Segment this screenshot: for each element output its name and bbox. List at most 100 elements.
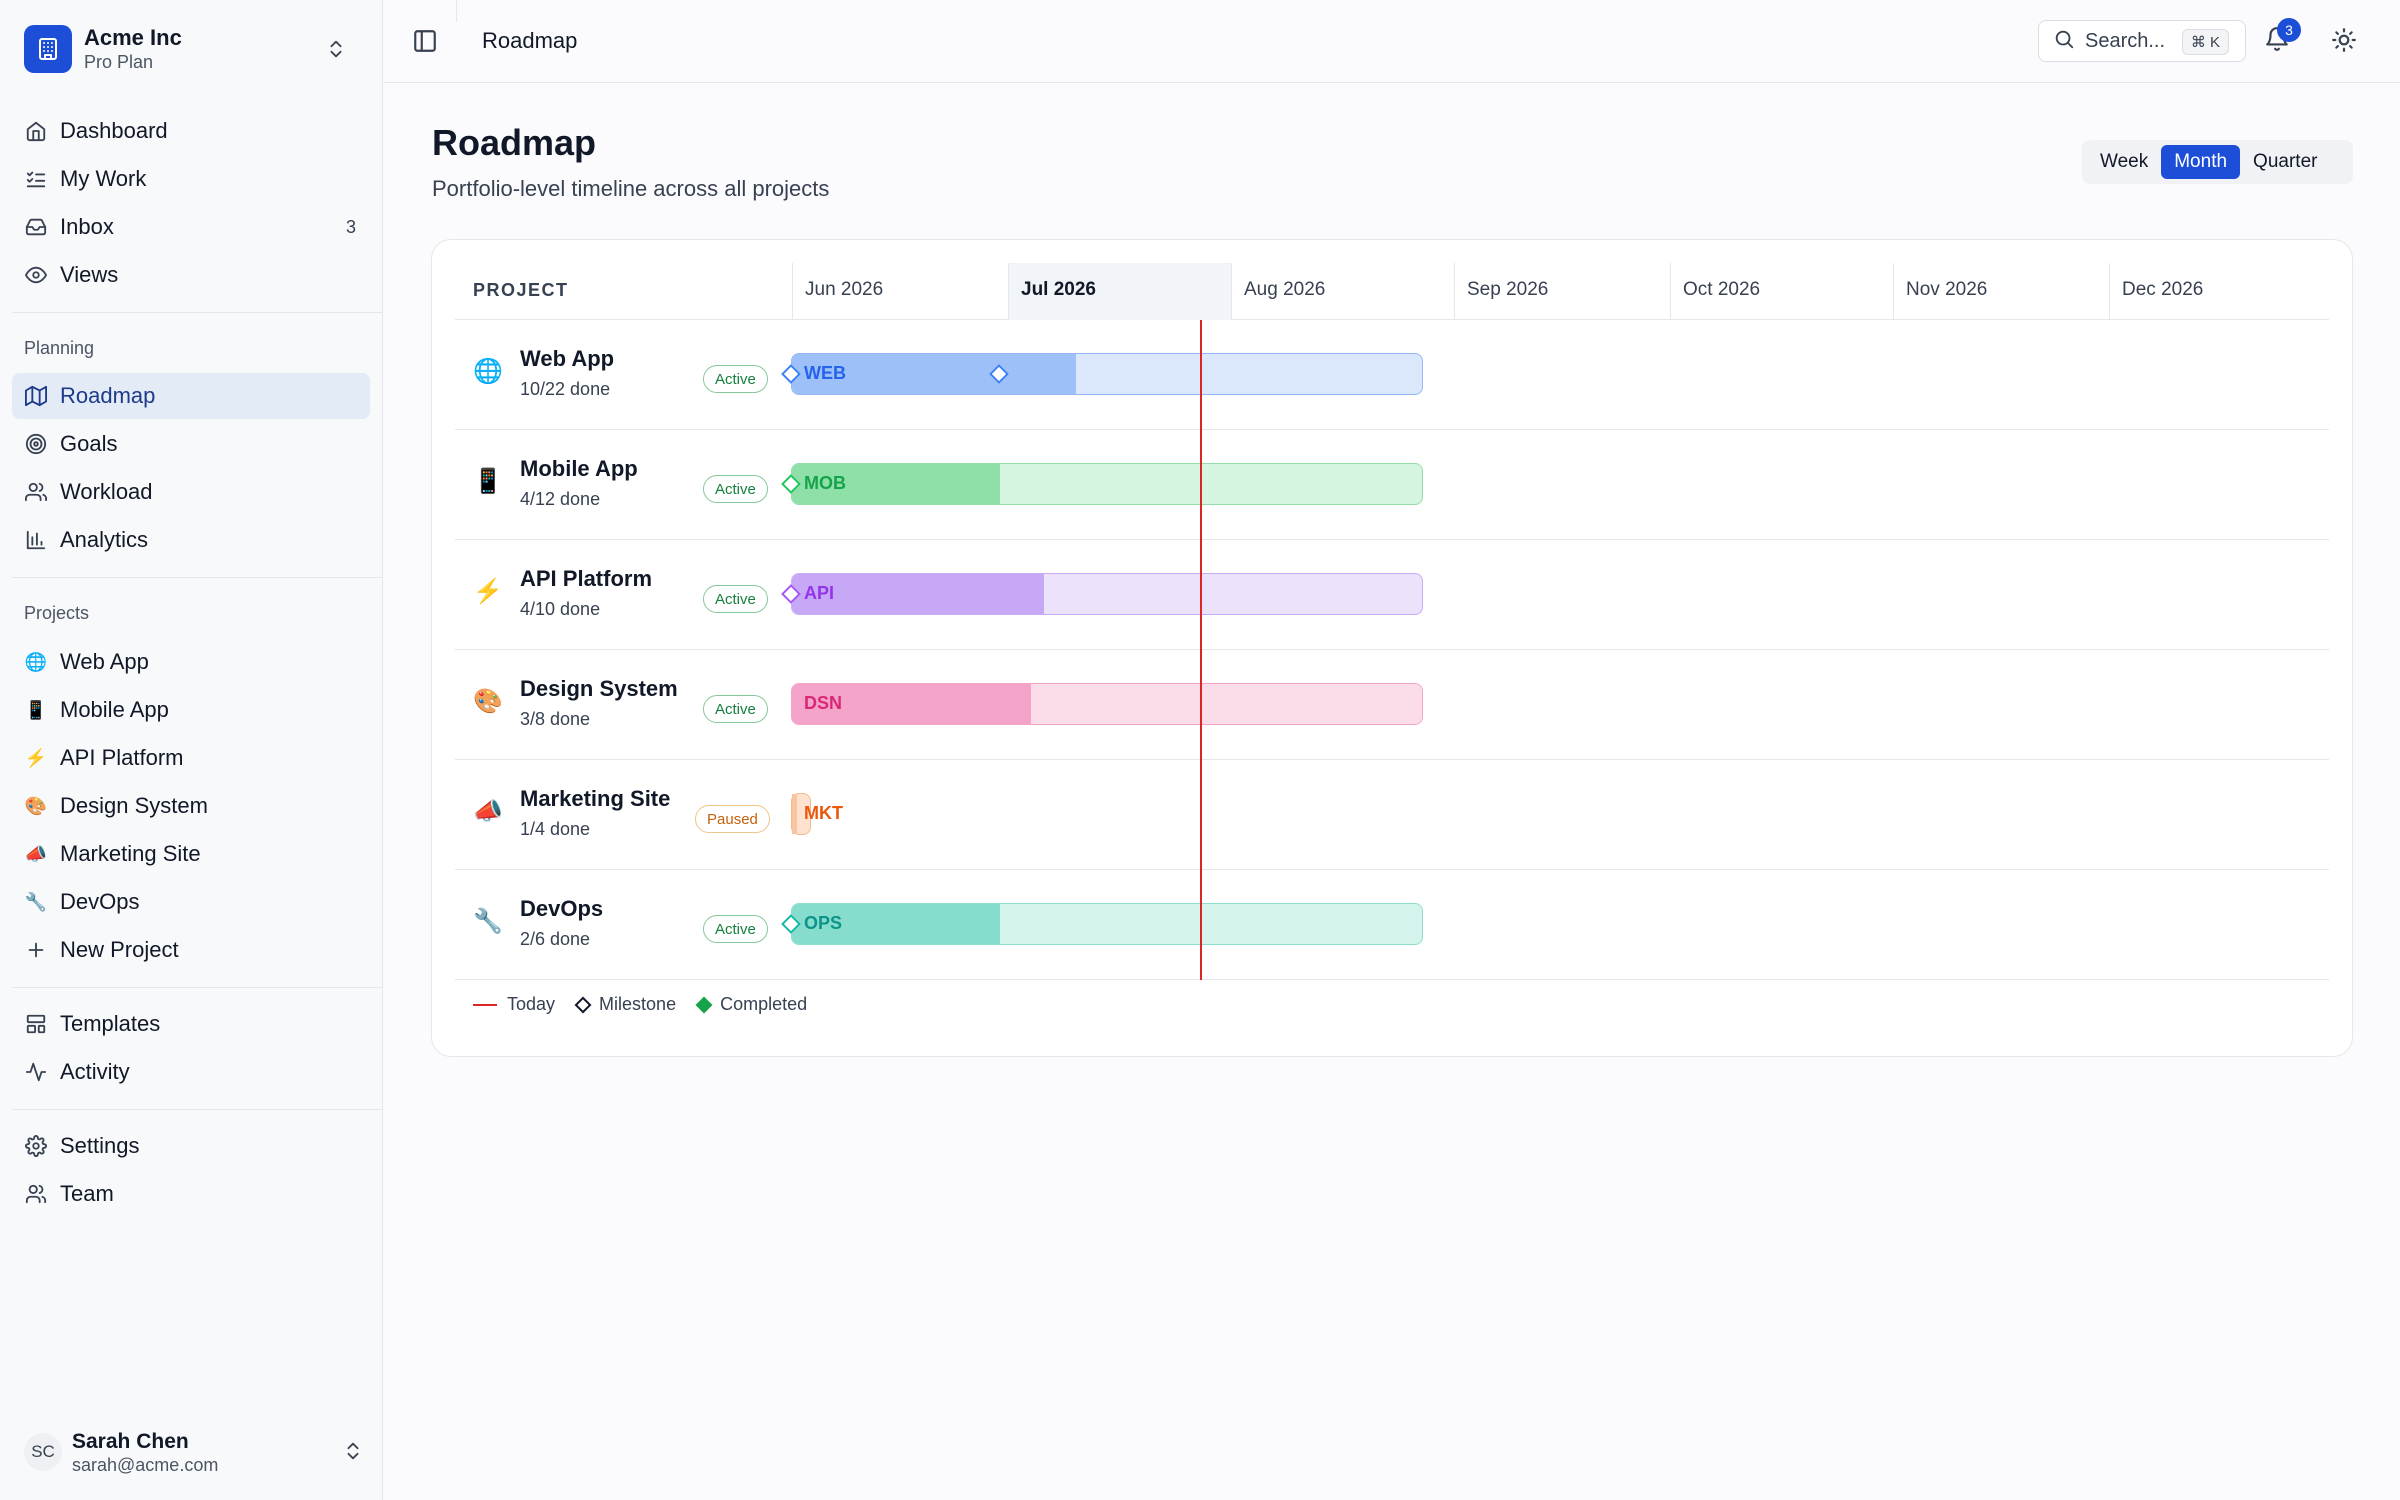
today-line [1200, 320, 1202, 980]
project-bar[interactable]: MKT [791, 793, 843, 835]
month-header: Sep 2026 [1454, 263, 1670, 320]
nav-my-work[interactable]: My Work [12, 156, 370, 202]
sidebar-toggle-icon[interactable] [412, 28, 438, 54]
legend-milestone: Milestone [599, 994, 677, 1014]
nav-label: Roadmap [60, 383, 156, 408]
wrench-icon: 🔧 [24, 892, 48, 912]
nav-templates[interactable]: Templates [12, 1001, 370, 1047]
project-bar[interactable]: OPS [791, 903, 1423, 945]
sidebar-project-design-system[interactable]: 🎨 Design System [12, 783, 370, 829]
nav-dashboard[interactable]: Dashboard [12, 108, 370, 154]
roadmap-row-design-system[interactable]: 🎨 Design System 3/8 done Active DSN [455, 650, 2329, 760]
chevrons-up-down-icon[interactable] [342, 1440, 364, 1467]
user-menu[interactable]: SC Sarah Chen sarah@acme.com [24, 1425, 364, 1479]
nav-label: Dashboard [60, 118, 168, 143]
view-week-button[interactable]: Week [2100, 151, 2149, 172]
nav-roadmap[interactable]: Roadmap [12, 373, 370, 419]
sidebar-project-web-app[interactable]: 🌐 Web App [12, 639, 370, 685]
project-bar[interactable]: DSN [791, 683, 1423, 725]
month-header-current: Jul 2026 [1008, 263, 1231, 320]
nav-label: DevOps [60, 889, 140, 914]
users-icon [24, 480, 48, 504]
globe-icon: 🌐 [473, 358, 503, 385]
megaphone-icon: 📣 [24, 844, 48, 864]
target-icon [24, 432, 48, 456]
sidebar-project-mobile-app[interactable]: 📱 Mobile App [12, 687, 370, 733]
sidebar-project-marketing-site[interactable]: 📣 Marketing Site [12, 831, 370, 877]
nav-label: Web App [60, 649, 149, 674]
status-badge: Active [703, 475, 768, 503]
roadmap-row-api-platform[interactable]: ⚡ API Platform 4/10 done Active API [455, 540, 2329, 650]
nav-goals[interactable]: Goals [12, 421, 370, 467]
project-bar-progress [792, 794, 797, 834]
project-progress-text: 3/8 done [520, 709, 591, 729]
avatar: SC [24, 1433, 62, 1471]
nav-inbox[interactable]: Inbox 3 [12, 204, 370, 250]
search-icon [2053, 28, 2075, 55]
new-project-button[interactable]: New Project [12, 927, 370, 973]
project-code: DSN [804, 693, 843, 713]
megaphone-icon: 📣 [473, 798, 503, 825]
sidebar-project-api-platform[interactable]: ⚡ API Platform [12, 735, 370, 781]
divider [12, 987, 383, 988]
status-badge: Active [703, 695, 768, 723]
roadmap-row-mobile-app[interactable]: 📱 Mobile App 4/12 done Active MOB [455, 430, 2329, 540]
building-icon [24, 25, 72, 73]
nav-label: Inbox [60, 214, 114, 239]
lightning-icon: ⚡ [473, 578, 503, 605]
roadmap-row-marketing-site[interactable]: 📣 Marketing Site 1/4 done Paused MKT [455, 760, 2329, 870]
project-bar-progress [792, 464, 1000, 504]
page-title: Roadmap [432, 122, 597, 163]
nav-analytics[interactable]: Analytics [12, 517, 370, 563]
search-input[interactable]: Search... ⌘ K [2038, 20, 2246, 62]
roadmap-row-devops[interactable]: 🔧 DevOps 2/6 done Active OPS [455, 870, 2329, 980]
search-placeholder: Search... [2085, 29, 2166, 52]
nav-settings[interactable]: Settings [12, 1123, 370, 1169]
nav-label: Settings [60, 1133, 140, 1158]
notification-badge: 3 [2277, 18, 2301, 42]
status-badge: Paused [695, 805, 770, 833]
status-badge: Active [703, 915, 768, 943]
project-bar[interactable]: MOB [791, 463, 1423, 505]
project-progress-text: 4/12 done [520, 489, 601, 509]
timeline-header: PROJECT Jun 2026 Jul 2026 Aug 2026 Sep 2… [455, 263, 2329, 320]
project-name: Mobile App [520, 456, 638, 481]
project-code: API [804, 583, 835, 603]
project-name: Design System [520, 676, 678, 701]
chevrons-up-down-icon[interactable] [325, 38, 347, 65]
view-month-button[interactable]: Month [2161, 145, 2241, 179]
section-projects: Projects [24, 603, 90, 623]
home-icon [24, 119, 48, 143]
project-bar-progress [792, 574, 1044, 614]
palette-icon: 🎨 [473, 688, 503, 715]
nav-views[interactable]: Views [12, 252, 370, 298]
project-name: API Platform [520, 566, 653, 591]
view-quarter-button[interactable]: Quarter [2253, 151, 2318, 172]
org-switcher[interactable]: Acme Inc Pro Plan [24, 24, 359, 74]
nav-label: Design System [60, 793, 208, 818]
project-code: OPS [804, 913, 843, 933]
project-bar[interactable]: WEB [791, 353, 1423, 395]
nav-label: Activity [60, 1059, 130, 1084]
eye-icon [24, 263, 48, 287]
nav-team[interactable]: Team [12, 1171, 370, 1217]
divider [12, 312, 383, 313]
roadmap-row-web-app[interactable]: 🌐 Web App 10/22 done Active WEB [455, 320, 2329, 430]
month-header: Aug 2026 [1231, 263, 1454, 320]
page-subtitle: Portfolio-level timeline across all proj… [432, 176, 830, 201]
project-column-header: PROJECT [473, 280, 569, 300]
user-name: Sarah Chen [72, 1429, 189, 1453]
user-email: sarah@acme.com [72, 1454, 219, 1475]
plus-icon [24, 938, 48, 962]
sidebar-project-devops[interactable]: 🔧 DevOps [12, 879, 370, 925]
nav-label: New Project [60, 937, 179, 962]
nav-workload[interactable]: Workload [12, 469, 370, 515]
nav-label: Views [60, 262, 119, 287]
globe-icon: 🌐 [24, 652, 48, 672]
map-icon [24, 384, 48, 408]
sun-icon[interactable] [2331, 27, 2357, 58]
project-bar[interactable]: API [791, 573, 1423, 615]
inbox-icon [24, 215, 48, 239]
nav-activity[interactable]: Activity [12, 1049, 370, 1095]
lightning-icon: ⚡ [24, 748, 48, 768]
